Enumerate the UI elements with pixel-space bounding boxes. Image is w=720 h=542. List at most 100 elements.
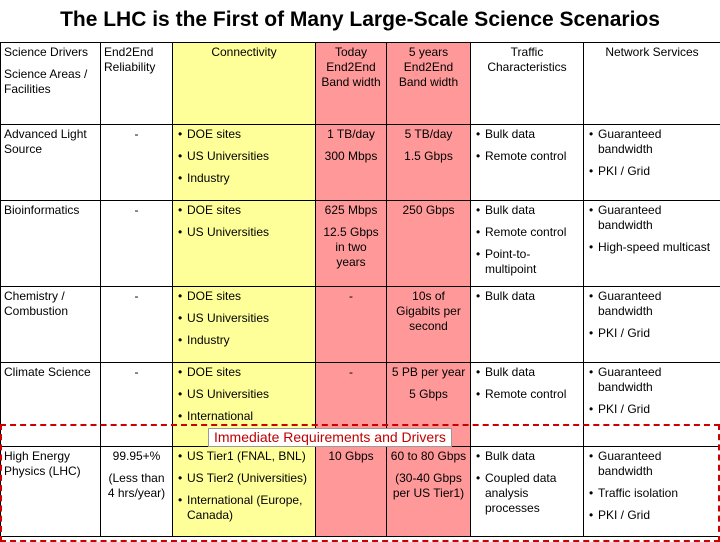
list-item: DOE sites: [176, 203, 312, 218]
list-item: PKI / Grid: [587, 508, 717, 523]
immediate-requirements-banner: Immediate Requirements and Drivers: [208, 428, 452, 447]
area-cell: Advanced Light Source: [1, 125, 101, 201]
page-title: The LHC is the First of Many Large-Scale…: [0, 8, 720, 32]
list-item: High-speed multicast: [587, 240, 717, 255]
table-row-lhc: High Energy Physics (LHC) 99.95+% (Less …: [1, 447, 720, 537]
value-line: 60 to 80 Gbps: [390, 449, 467, 464]
today-bandwidth-cell: -: [316, 287, 387, 363]
connectivity-cell: DOE sites US Universities Industry: [173, 125, 316, 201]
reliability-cell: -: [101, 287, 173, 363]
list-item: US Universities: [176, 311, 312, 326]
reliability-cell: -: [101, 201, 173, 287]
five-year-bandwidth-cell: 60 to 80 Gbps (30-40 Gbps per US Tier1): [387, 447, 471, 537]
header-connectivity: Connectivity: [173, 43, 316, 125]
list-item: PKI / Grid: [587, 326, 717, 341]
value-line: 99.95+%: [104, 449, 169, 464]
header-drivers-label: Science Drivers: [4, 45, 97, 60]
list-item: Coupled data analysis processes: [474, 471, 580, 516]
list-item: Point-to-multipoint: [474, 247, 580, 277]
area-cell: Bioinformatics: [1, 201, 101, 287]
value-line: 1.5 Gbps: [390, 149, 467, 164]
services-cell: Guaranteed bandwidth PKI / Grid: [584, 125, 720, 201]
list-item: International (Europe, Canada): [176, 493, 312, 523]
services-cell: Guaranteed bandwidth PKI / Grid: [584, 287, 720, 363]
value-line: 12.5 Gbps in two years: [319, 225, 383, 270]
list-item: US Universities: [176, 225, 312, 240]
value-line: (30-40 Gbps per US Tier1): [390, 471, 467, 501]
traffic-cell: Bulk data Remote control: [471, 363, 584, 447]
header-areas-label: Science Areas / Facilities: [4, 67, 97, 97]
list-item: Bulk data: [474, 203, 580, 218]
list-item: Guaranteed bandwidth: [587, 289, 717, 319]
list-item: Remote control: [474, 149, 580, 164]
list-item: Guaranteed bandwidth: [587, 365, 717, 395]
list-item: DOE sites: [176, 365, 312, 380]
value-line: 625 Mbps: [319, 203, 383, 218]
list-item: Industry: [176, 171, 312, 186]
list-item: Bulk data: [474, 127, 580, 142]
value-line: 5 PB per year: [390, 365, 467, 380]
value-line: 300 Mbps: [319, 149, 383, 164]
traffic-cell: Bulk data Remote control Point-to-multip…: [471, 201, 584, 287]
value-line: 5 TB/day: [390, 127, 467, 142]
list-item: US Universities: [176, 149, 312, 164]
table-row: Chemistry / Combustion - DOE sites US Un…: [1, 287, 720, 363]
list-item: US Tier1 (FNAL, BNL): [176, 449, 312, 464]
list-item: US Tier2 (Universities): [176, 471, 312, 486]
today-bandwidth-cell: 10 Gbps: [316, 447, 387, 537]
value-line: -: [319, 289, 383, 304]
list-item: Bulk data: [474, 289, 580, 304]
connectivity-cell: DOE sites US Universities: [173, 201, 316, 287]
traffic-cell: Bulk data Remote control: [471, 125, 584, 201]
table-row: Advanced Light Source - DOE sites US Uni…: [1, 125, 720, 201]
list-item: PKI / Grid: [587, 402, 717, 417]
list-item: Remote control: [474, 225, 580, 240]
value-line: 1 TB/day: [319, 127, 383, 142]
five-year-bandwidth-cell: 250 Gbps: [387, 201, 471, 287]
value-line: 10 Gbps: [319, 449, 383, 464]
list-item: DOE sites: [176, 127, 312, 142]
list-item: Bulk data: [474, 449, 580, 464]
area-cell: High Energy Physics (LHC): [1, 447, 101, 537]
list-item: Remote control: [474, 387, 580, 402]
services-cell: Guaranteed bandwidth PKI / Grid: [584, 363, 720, 447]
requirements-table: Science Drivers Science Areas / Faciliti…: [0, 42, 720, 537]
reliability-cell: -: [101, 125, 173, 201]
traffic-cell: Bulk data Coupled data analysis processe…: [471, 447, 584, 537]
list-item: US Universities: [176, 387, 312, 402]
value-line: 10s of Gigabits per second: [390, 289, 467, 334]
connectivity-cell: DOE sites US Universities Industry: [173, 287, 316, 363]
header-today-bandwidth: Today End2End Band width: [316, 43, 387, 125]
today-bandwidth-cell: 625 Mbps 12.5 Gbps in two years: [316, 201, 387, 287]
list-item: PKI / Grid: [587, 164, 717, 179]
five-year-bandwidth-cell: 10s of Gigabits per second: [387, 287, 471, 363]
list-item: Traffic isolation: [587, 486, 717, 501]
value-line: 250 Gbps: [390, 203, 467, 218]
list-item: Guaranteed bandwidth: [587, 203, 717, 233]
area-cell: Chemistry / Combustion: [1, 287, 101, 363]
header-reliability: End2End Reliability: [101, 43, 173, 125]
header-services: Network Services: [584, 43, 720, 125]
header-row: Science Drivers Science Areas / Faciliti…: [1, 43, 720, 125]
value-line: 5 Gbps: [390, 387, 467, 402]
connectivity-cell: US Tier1 (FNAL, BNL) US Tier2 (Universit…: [173, 447, 316, 537]
header-traffic: Traffic Characteristics: [471, 43, 584, 125]
reliability-cell: 99.95+% (Less than 4 hrs/year): [101, 447, 173, 537]
value-line: -: [319, 365, 383, 380]
list-item: Guaranteed bandwidth: [587, 449, 717, 479]
five-year-bandwidth-cell: 5 TB/day 1.5 Gbps: [387, 125, 471, 201]
list-item: DOE sites: [176, 289, 312, 304]
header-science-areas: Science Drivers Science Areas / Faciliti…: [1, 43, 101, 125]
area-cell: Climate Science: [1, 363, 101, 447]
value-line: (Less than 4 hrs/year): [104, 471, 169, 501]
traffic-cell: Bulk data: [471, 287, 584, 363]
list-item: International: [176, 409, 312, 424]
today-bandwidth-cell: 1 TB/day 300 Mbps: [316, 125, 387, 201]
list-item: Bulk data: [474, 365, 580, 380]
reliability-cell: -: [101, 363, 173, 447]
services-cell: Guaranteed bandwidth Traffic isolation P…: [584, 447, 720, 537]
list-item: Industry: [176, 333, 312, 348]
list-item: Guaranteed bandwidth: [587, 127, 717, 157]
header-five-year-bandwidth: 5 years End2End Band width: [387, 43, 471, 125]
services-cell: Guaranteed bandwidth High-speed multicas…: [584, 201, 720, 287]
